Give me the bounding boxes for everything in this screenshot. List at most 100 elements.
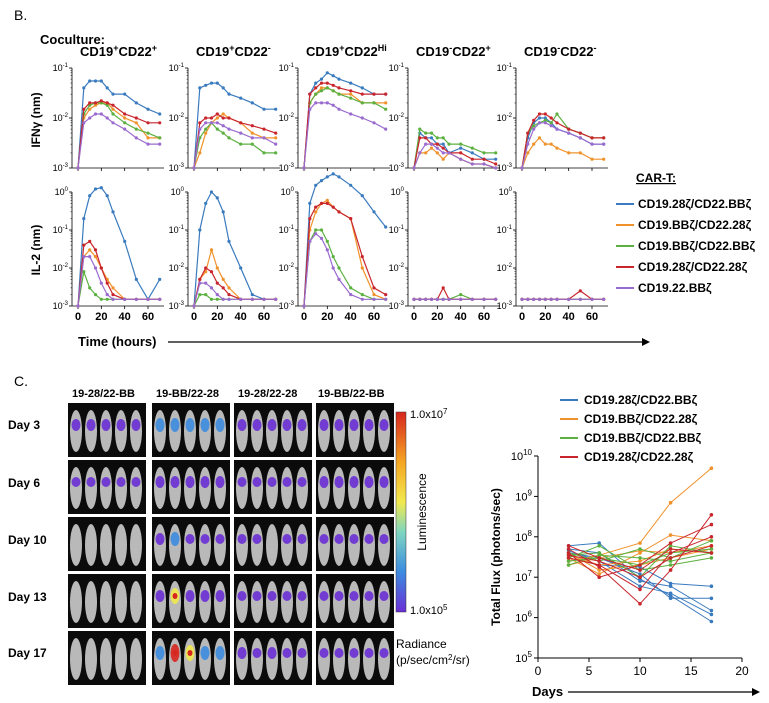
data-point bbox=[331, 74, 335, 78]
flux-data-point bbox=[566, 544, 571, 548]
mouse-body bbox=[214, 524, 226, 566]
small-panel: 10-3 10-2 10-1 100 0 20 40 60 bbox=[389, 187, 500, 323]
data-point bbox=[543, 142, 547, 146]
signal-spot bbox=[349, 476, 359, 488]
x-tick-label: 0 bbox=[519, 311, 525, 323]
flux-data-point bbox=[709, 596, 714, 601]
data-point bbox=[204, 127, 208, 131]
ifn-panels: 10-310-210-110-310-210-110-310-210-110-3… bbox=[53, 63, 608, 173]
flux-data-point bbox=[638, 547, 642, 551]
data-point bbox=[424, 297, 428, 301]
data-point bbox=[482, 297, 486, 301]
mouse-body bbox=[348, 638, 360, 680]
flux-y-tick-label: 109 bbox=[515, 488, 532, 503]
flux-y-tick-label: 106 bbox=[515, 610, 532, 625]
mouse-body bbox=[100, 524, 112, 566]
data-point bbox=[331, 89, 335, 93]
data-point bbox=[319, 86, 324, 90]
small-panel: 10-3 10-2 10-1 bbox=[389, 63, 500, 173]
data-point bbox=[526, 131, 530, 135]
data-point bbox=[250, 124, 254, 128]
data-point bbox=[372, 92, 376, 96]
signal-spot bbox=[215, 646, 225, 660]
data-point bbox=[384, 107, 388, 111]
data-point bbox=[314, 232, 318, 236]
signal-spot bbox=[297, 534, 307, 544]
data-point bbox=[314, 86, 318, 90]
data-point bbox=[239, 131, 243, 135]
small-panel: 10-3 10-2 10-1 bbox=[53, 63, 164, 173]
y-tick-label: 100 bbox=[499, 187, 513, 197]
data-point bbox=[88, 239, 92, 243]
x-tick-label: 0 bbox=[411, 311, 417, 323]
data-point bbox=[204, 293, 208, 297]
data-point bbox=[543, 297, 547, 301]
data-point bbox=[337, 175, 341, 179]
y-tick-label: 10-1 bbox=[389, 225, 405, 235]
signal-spot bbox=[252, 419, 262, 431]
y-tick-label: 10-1 bbox=[53, 225, 69, 235]
data-point bbox=[93, 187, 98, 191]
mouse-body bbox=[296, 638, 308, 680]
data-point bbox=[274, 107, 278, 111]
mouse-body bbox=[70, 638, 82, 680]
data-point bbox=[435, 136, 439, 140]
data-point bbox=[549, 121, 553, 125]
data-point bbox=[105, 101, 109, 105]
data-point bbox=[567, 297, 571, 301]
mouse-body bbox=[266, 467, 278, 509]
mouse-body bbox=[130, 524, 142, 566]
group-label-4: 19-BB/22-BB bbox=[318, 388, 385, 400]
data-point bbox=[262, 297, 266, 301]
data-point bbox=[337, 86, 341, 90]
mouse-body bbox=[251, 467, 263, 509]
y-tick-label: 10-2 bbox=[497, 263, 513, 273]
data-point bbox=[302, 304, 306, 308]
signal-spot bbox=[319, 534, 329, 544]
data-point bbox=[308, 217, 312, 221]
data-point bbox=[209, 121, 214, 125]
data-point bbox=[111, 112, 115, 116]
data-point bbox=[482, 162, 486, 166]
data-point bbox=[239, 142, 243, 146]
data-point bbox=[308, 239, 312, 243]
data-point bbox=[602, 142, 606, 146]
data-point bbox=[349, 183, 353, 187]
signal-spot bbox=[86, 419, 96, 431]
data-point bbox=[209, 270, 214, 274]
data-point bbox=[82, 121, 86, 125]
data-point bbox=[88, 79, 92, 83]
data-point bbox=[221, 112, 225, 116]
data-point bbox=[88, 194, 92, 198]
data-point bbox=[349, 96, 353, 100]
data-point bbox=[88, 101, 92, 105]
data-point bbox=[470, 151, 474, 155]
data-point bbox=[227, 293, 231, 297]
data-point bbox=[215, 81, 219, 85]
data-point bbox=[134, 121, 138, 125]
data-point bbox=[459, 142, 463, 146]
flux-legend-entry: CD19.BBζ/CD22.28ζ bbox=[584, 412, 698, 426]
data-point bbox=[494, 166, 498, 170]
data-point bbox=[319, 201, 324, 205]
y-tick-label: 10-3 bbox=[497, 163, 513, 173]
mouse-body bbox=[266, 524, 278, 566]
small-panel: 10-3 10-2 10-1 bbox=[169, 63, 280, 173]
data-point bbox=[470, 297, 474, 301]
flux-data-point bbox=[709, 522, 714, 527]
x-tick-label: 40 bbox=[119, 311, 131, 323]
data-point bbox=[578, 136, 582, 140]
series-line bbox=[77, 102, 160, 169]
data-point bbox=[82, 107, 86, 111]
flux-data-point bbox=[709, 535, 714, 539]
signal-spot bbox=[349, 534, 359, 544]
data-point bbox=[123, 127, 127, 131]
signal-spot bbox=[155, 476, 165, 488]
mouse-body bbox=[251, 638, 263, 680]
data-point bbox=[123, 112, 127, 116]
mouse-body bbox=[281, 467, 293, 509]
signal-spot bbox=[200, 646, 210, 660]
signal-spot bbox=[86, 477, 96, 487]
mouse-body bbox=[281, 524, 293, 566]
data-point bbox=[520, 166, 524, 170]
